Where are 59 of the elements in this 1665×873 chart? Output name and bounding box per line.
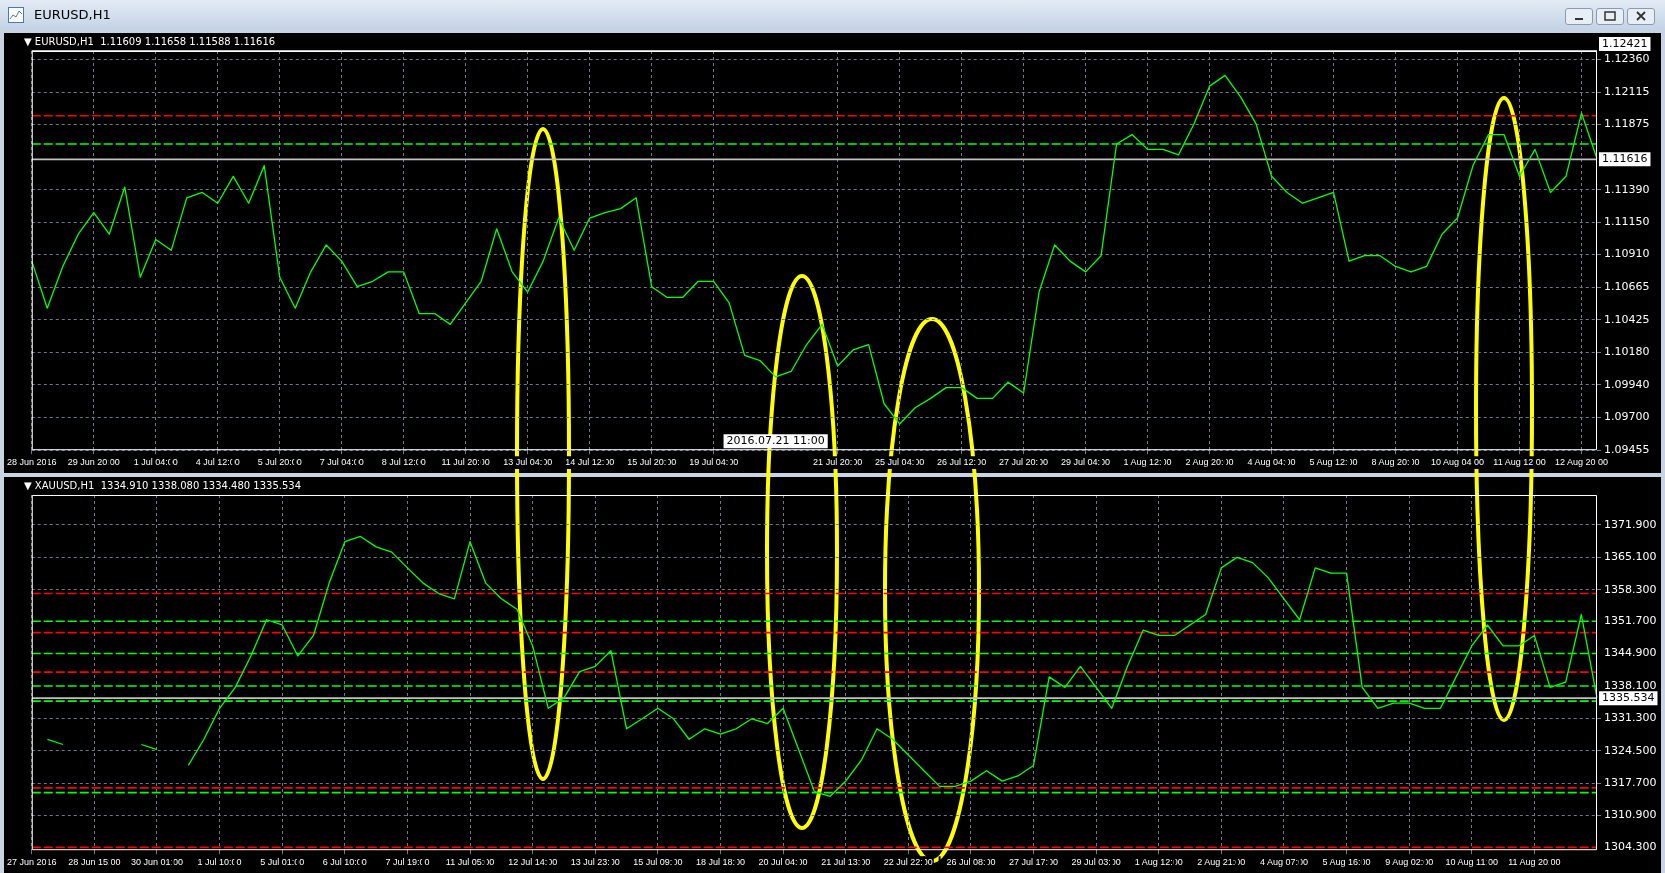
x-tick-label: 30 Jun 01:00	[130, 857, 184, 868]
x-tick-label: 10 Aug 11:00	[1445, 857, 1498, 868]
x-tick-label: 11 Jul 20:00	[441, 457, 490, 468]
y-tick-label: 1.12360	[1604, 52, 1650, 66]
x-tick-label: 1 Aug 12:00	[1123, 457, 1172, 468]
x-tick-label: 12 Jul 14:00	[508, 857, 558, 868]
ref-line-label: 1.11616	[1602, 152, 1648, 166]
x-tick-label: 4 Aug 07:00	[1259, 857, 1308, 868]
x-tick-label: 10 Aug 04:00	[1430, 457, 1485, 468]
x-tick-label: 12 Aug 20:00	[1554, 457, 1609, 468]
y-tick-label: 1310.900	[1604, 808, 1657, 822]
x-tick-label: 4 Aug 04:00	[1247, 457, 1296, 468]
x-tick-label: 5 Jul 20:00	[257, 457, 302, 468]
y-tick-label: 1317.700	[1604, 775, 1657, 789]
y-tick-label: 1.10665	[1604, 280, 1650, 294]
x-tick-label: 18 Jul 18:00	[695, 857, 745, 868]
y-tick-label: 1338.100	[1604, 678, 1657, 692]
x-tick-label: 5 Aug 12:00	[1309, 457, 1358, 468]
y-tick-label: 1.11875	[1604, 117, 1650, 131]
x-tick-label: 27 Jul 20:00	[999, 457, 1049, 468]
x-tick-label: 26 Jul 12:00	[937, 457, 987, 468]
y-tick-label: 1324.500	[1604, 743, 1657, 757]
x-tick-label: 11 Jul 05:00	[445, 857, 495, 868]
y-tick-label: 1351.700	[1604, 614, 1657, 628]
chart-title: ▼ XAUUSD,H1 1334.910 1338.080 1334.480 1335.534	[24, 480, 302, 491]
x-tick-label: 27 Jul 17:00	[1008, 857, 1059, 868]
ref-line-label: 1.12421	[1602, 36, 1648, 50]
y-tick-label: 1304.300	[1604, 839, 1657, 853]
y-tick-label: 1.11390	[1604, 182, 1650, 196]
x-tick-label: 27 Jun 2016	[7, 857, 57, 868]
x-tick-label: 5 Aug 16:00	[1322, 857, 1371, 868]
x-tick-label: 11 Aug 20:00	[1508, 857, 1561, 868]
x-tick-label: 28 Jun 2016	[7, 457, 57, 468]
y-tick-label: 1.09940	[1604, 377, 1650, 391]
x-tick-label: 29 Jun 20:00	[67, 457, 120, 468]
y-tick-label: 1.11150	[1604, 214, 1650, 228]
x-tick-label: 1 Jul 04:00	[133, 457, 178, 468]
y-tick-label: 1.09700	[1604, 410, 1650, 424]
x-tick-label: 28 Jun 15:00	[68, 857, 121, 868]
chart-subtitle: ▼ EURUSD,H1 1.11609 1.11658 1.11588 1.11616	[24, 36, 276, 47]
y-tick-label: 1358.300	[1604, 582, 1657, 596]
y-tick-label: 1365.100	[1604, 550, 1657, 564]
x-tick-label: 21 Jul 13:00	[821, 857, 871, 868]
x-tick-label: 29 Jul 04:00	[1061, 457, 1111, 468]
y-tick-label: 1.09455	[1604, 443, 1650, 457]
ref-line-label: 1335.534	[1602, 691, 1655, 705]
y-tick-label: 1.12115	[1604, 85, 1650, 99]
y-tick-label: 1.10180	[1604, 345, 1650, 359]
y-tick-label: 1371.900	[1604, 517, 1657, 531]
x-tick-label: 2 Aug 20:00	[1185, 457, 1234, 468]
x-tick-label: 8 Aug 20:00	[1371, 457, 1420, 468]
annotation: 2016.07.21 11:00	[726, 434, 825, 448]
y-tick-label: 1344.900	[1604, 646, 1657, 660]
y-tick-label: 1331.300	[1604, 711, 1657, 725]
x-tick-label: 14 Jul 12:00	[565, 457, 615, 468]
y-tick-label: 1.10910	[1604, 247, 1650, 261]
chart-title: EURUSD,H1	[34, 7, 111, 22]
x-tick-label: 7 Jul 04:00	[319, 457, 364, 468]
y-tick-label: 1.10425	[1604, 312, 1650, 326]
